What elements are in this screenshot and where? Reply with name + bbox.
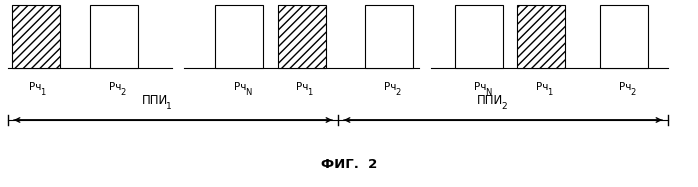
Bar [278,5,326,68]
Text: 1: 1 [547,88,553,97]
Text: Рч: Рч [384,82,396,92]
Text: Рч: Рч [474,82,487,92]
Text: 2: 2 [120,88,126,97]
Text: Рч: Рч [234,82,246,92]
Bar [12,5,60,68]
Bar [90,5,138,68]
Bar [517,5,565,68]
Text: 1: 1 [166,102,172,111]
Text: N: N [245,88,251,97]
Text: 1: 1 [40,88,45,97]
Text: 2: 2 [501,102,507,111]
Text: ППИ: ППИ [477,94,503,107]
Bar [600,5,648,68]
Text: Рч: Рч [296,82,309,92]
Bar [215,5,263,68]
Bar [278,5,326,68]
Text: Рч: Рч [536,82,548,92]
Text: Рч: Рч [619,82,631,92]
Bar [365,5,413,68]
Bar [12,5,60,68]
Text: 2: 2 [630,88,636,97]
Text: 2: 2 [395,88,401,97]
Bar [517,5,565,68]
Text: ФИГ.  2: ФИГ. 2 [321,159,377,171]
Text: 1: 1 [307,88,313,97]
Bar [455,5,503,68]
Text: Рч: Рч [109,82,121,92]
Text: ППИ: ППИ [142,94,168,107]
Text: Рч: Рч [29,82,41,92]
Text: N: N [485,88,491,97]
